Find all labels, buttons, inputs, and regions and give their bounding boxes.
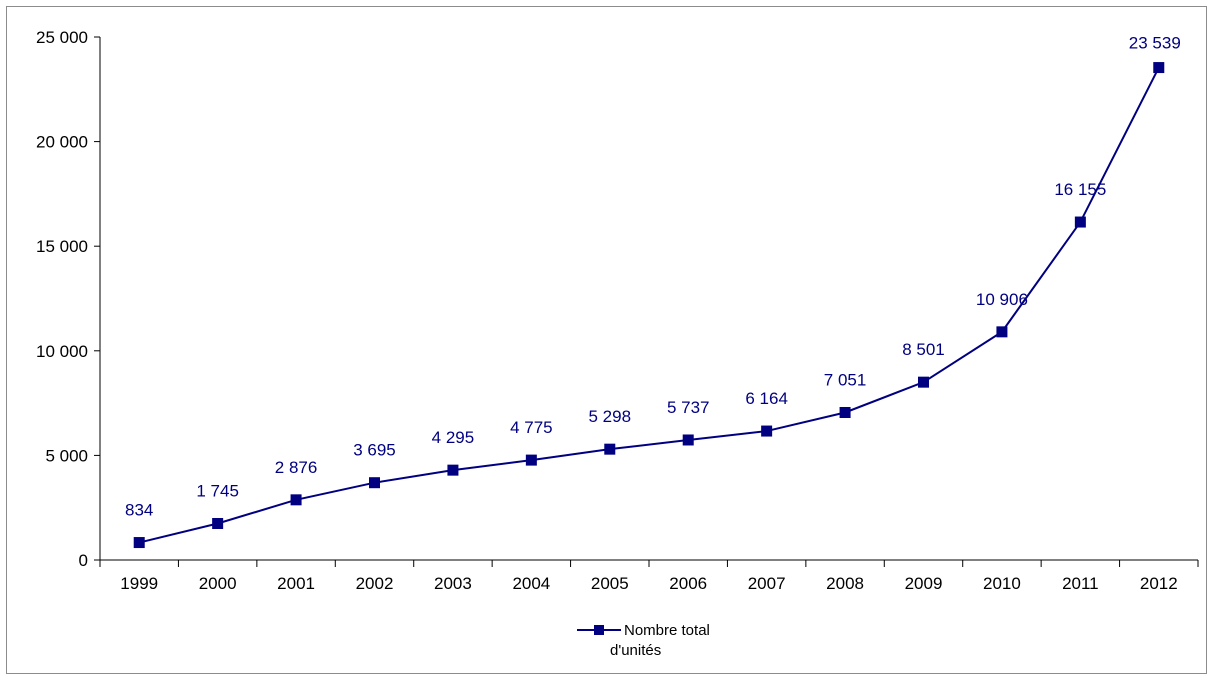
x-tick-label: 2007	[748, 574, 786, 593]
x-tick-label: 2009	[905, 574, 943, 593]
legend-label-line-2: d'unités	[610, 642, 661, 659]
data-label: 4 775	[510, 418, 553, 437]
x-tick-label: 2012	[1140, 574, 1178, 593]
x-tick-label: 2003	[434, 574, 472, 593]
x-tick-label: 2010	[983, 574, 1021, 593]
data-label: 10 906	[976, 290, 1028, 309]
data-point-marker	[369, 477, 380, 489]
x-axis: 1999 2000 2001 2002 2003 2004 2005 2006 2007 2008…	[99, 559, 1199, 593]
data-label: 6 164	[745, 389, 788, 408]
x-tick-label: 2005	[591, 574, 629, 593]
x-tick-label: 2000	[199, 574, 237, 593]
data-label: 5 298	[589, 407, 632, 426]
series-nombre-total	[133, 62, 1165, 549]
data-label: 7 051	[824, 370, 867, 389]
data-point-marker	[604, 443, 616, 455]
data-label: 5 737	[667, 398, 710, 417]
data-label: 3 695	[353, 441, 396, 460]
chart-frame: 0 5 000 10 000 15 000 20 000 25 000 1999 2000 2…	[6, 6, 1207, 674]
data-labels: 834 1 745 2 876 3 695 4 295 4 775 5 298 5 737 6 …	[125, 34, 1181, 520]
y-tick-label: 10 000	[36, 342, 88, 361]
data-point-marker	[1153, 62, 1165, 74]
data-label: 1 745	[196, 481, 239, 500]
data-point-marker	[761, 425, 773, 437]
data-point-marker	[133, 537, 145, 549]
data-point-marker	[996, 326, 1008, 338]
legend-label-line-1: Nombre total	[624, 622, 710, 639]
data-point-marker	[290, 494, 302, 506]
series-line	[138, 67, 1160, 544]
y-tick-label: 0	[79, 551, 88, 570]
legend: Nombre total d'unités	[577, 622, 710, 659]
data-point-marker	[525, 454, 537, 466]
data-label: 2 876	[275, 458, 318, 477]
data-label: 4 295	[432, 428, 475, 447]
x-tick-label: 2001	[277, 574, 315, 593]
data-point-marker	[1074, 216, 1086, 228]
data-label: 834	[125, 501, 153, 520]
x-tick-label: 2002	[356, 574, 394, 593]
data-point-marker	[918, 376, 929, 388]
x-tick-label: 2008	[826, 574, 864, 593]
data-point-marker	[212, 517, 224, 529]
y-tick-label: 15 000	[36, 237, 88, 256]
x-tick-label: 2006	[669, 574, 707, 593]
data-label: 23 539	[1129, 34, 1181, 53]
y-tick-label: 25 000	[36, 28, 88, 47]
data-point-marker	[447, 464, 459, 476]
x-tick-label: 2011	[1062, 574, 1099, 593]
y-axis: 0 5 000 10 000 15 000 20 000 25 000	[36, 28, 101, 570]
data-point-marker	[839, 406, 851, 418]
x-tick-label: 2004	[512, 574, 550, 593]
line-chart: 0 5 000 10 000 15 000 20 000 25 000 1999 2000 2…	[36, 28, 1199, 659]
y-tick-label: 20 000	[36, 133, 88, 152]
legend-marker-swatch	[594, 625, 604, 635]
data-point-marker	[682, 434, 694, 446]
y-tick-label: 5 000	[45, 446, 88, 465]
data-label: 16 155	[1054, 180, 1106, 199]
data-label: 8 501	[902, 340, 945, 359]
x-tick-label: 1999	[120, 574, 158, 593]
